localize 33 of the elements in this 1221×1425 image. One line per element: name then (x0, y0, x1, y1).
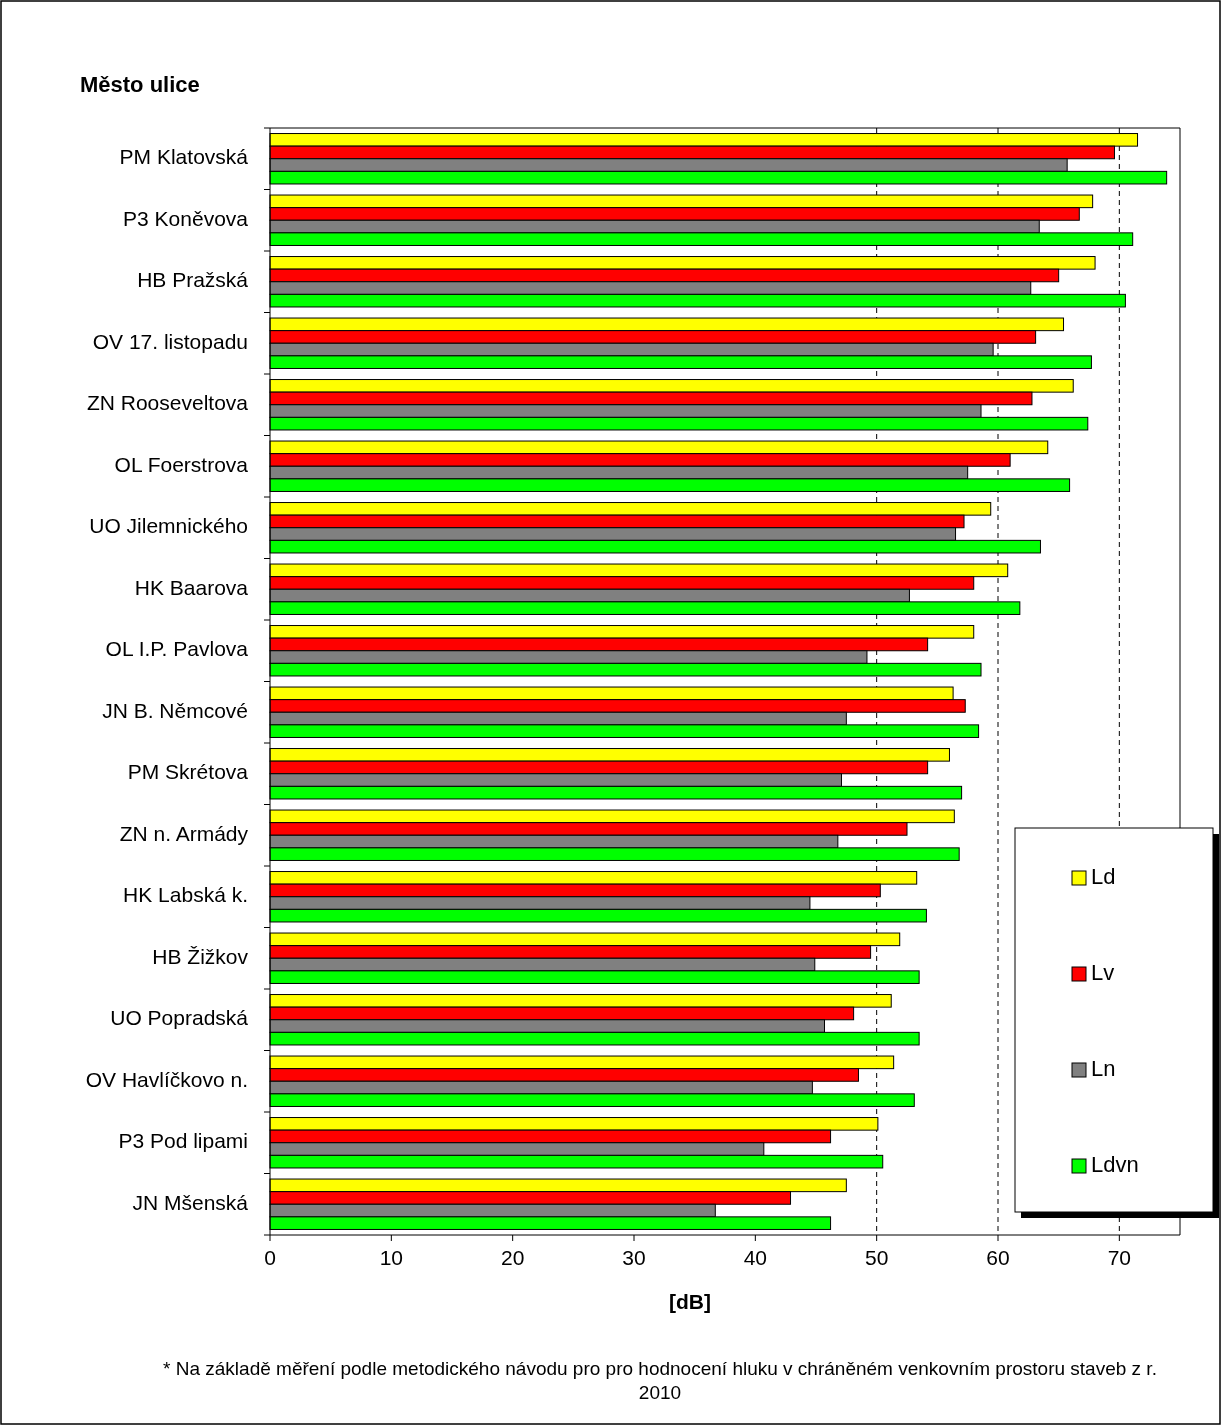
y-tick-label: OV 17. listopadu (92, 329, 248, 353)
x-tick-label: 20 (500, 1246, 525, 1269)
y-tick-label: HB Žižkov (152, 944, 249, 968)
y-axis-title: Město ulice (80, 72, 200, 97)
y-tick-label: OV Havlíčkovo n. (85, 1067, 248, 1091)
y-tick-label: PM Klatovská (119, 145, 249, 169)
x-tick-label: 30 (622, 1246, 646, 1269)
y-tick-label: JN B. Němcové (102, 698, 248, 722)
y-tick-label: UO Jilemnického (89, 514, 248, 538)
y-tick-label: P3 Pod lipami (118, 1129, 248, 1153)
y-tick-label: P3 Koněvova (123, 206, 249, 230)
x-axis-title: [dB] (669, 1290, 711, 1313)
x-tick-label: 70 (1107, 1246, 1132, 1269)
y-tick-label: HK Labská k. (123, 883, 248, 907)
y-tick-label: PM Skrétova (127, 760, 249, 784)
y-tick-label: ZN Rooseveltova (86, 391, 249, 415)
x-tick-label: 40 (743, 1246, 768, 1269)
y-tick-label: UO Popradská (110, 1006, 249, 1030)
legend-label: Ln (1091, 1055, 1116, 1081)
y-tick-label: HB Pražská (137, 268, 249, 292)
y-tick-label: OL Foerstrova (114, 452, 249, 476)
legend-label: Ldvn (1091, 1151, 1139, 1177)
y-tick-label: HK Baarova (134, 575, 249, 599)
y-tick-label: OL I.P. Pavlova (105, 637, 249, 661)
text: * Na základě měření podle metodického návodu pro pro hodnocení hluku v chráněném venkovním prostoru staveb z r. 2010 (163, 1358, 1157, 1403)
x-tick-label: 60 (986, 1246, 1010, 1269)
x-tick-label: 0 (264, 1246, 276, 1269)
x-tick-label: 10 (379, 1246, 404, 1269)
legend-label: Lv (1091, 959, 1115, 985)
y-tick-label: ZN n. Armády (119, 821, 249, 845)
legend-label: Ld (1091, 863, 1116, 889)
y-tick-label: JN Mšenská (132, 1190, 249, 1214)
x-tick-label: 50 (864, 1246, 889, 1269)
